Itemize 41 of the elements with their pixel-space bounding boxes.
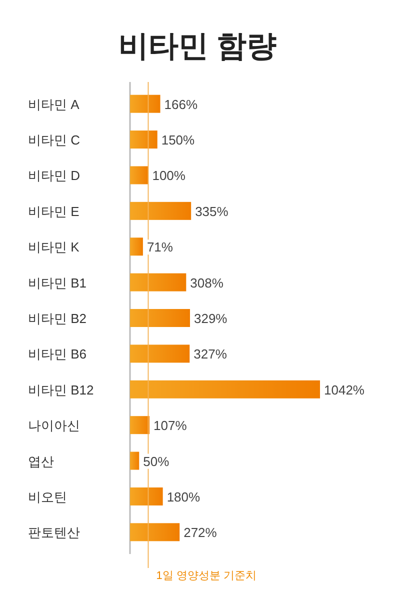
- bar: [130, 380, 320, 398]
- data-label: 180%: [166, 489, 201, 504]
- bar: [130, 94, 160, 113]
- chart-title: 비타민 함량: [118, 30, 277, 63]
- y-tick-label: 비타민 D: [28, 168, 80, 184]
- data-label: 1042%: [324, 382, 365, 398]
- y-tick-label: 나이아신: [28, 418, 80, 434]
- bar: [130, 202, 192, 220]
- ref-line-label: 1일 영양성분 기준치: [156, 570, 256, 582]
- data-label: 100%: [152, 168, 186, 184]
- data-label: 71%: [146, 240, 174, 255]
- y-tick-label: 비타민 B2: [28, 311, 87, 326]
- data-label: 166%: [164, 96, 198, 112]
- bar: [130, 452, 140, 470]
- y-tick-label: 비타민 C: [28, 132, 80, 148]
- data-label: 50%: [143, 454, 170, 469]
- data-label: 329%: [194, 311, 228, 326]
- data-label: 150%: [161, 132, 196, 148]
- data-label: 308%: [190, 275, 224, 290]
- bar: [130, 416, 150, 434]
- bar: [130, 273, 186, 292]
- data-label: 107%: [154, 418, 188, 434]
- bar: [130, 487, 163, 506]
- y-tick-label: 엽산: [28, 454, 54, 469]
- y-tick-label: 비오틴: [28, 489, 67, 504]
- data-label: 335%: [195, 204, 229, 219]
- y-tick-label: 비타민 A: [28, 96, 80, 112]
- bar: [130, 130, 158, 149]
- y-tick-label: 비타민 B1: [28, 275, 87, 290]
- bar: [130, 523, 180, 542]
- bar: [130, 238, 143, 256]
- data-label: 272%: [184, 525, 218, 540]
- y-tick-label: 판토텐산: [28, 525, 80, 540]
- bar: [130, 309, 190, 327]
- y-tick-label: 비타민 K: [28, 240, 80, 255]
- bar: [130, 166, 148, 184]
- y-tick-label: 비타민 E: [28, 204, 80, 219]
- data-label: 327%: [194, 346, 228, 362]
- y-tick-label: 비타민 B6: [28, 346, 87, 362]
- y-tick-label: 비타민 B12: [28, 382, 94, 398]
- bar: [130, 344, 190, 363]
